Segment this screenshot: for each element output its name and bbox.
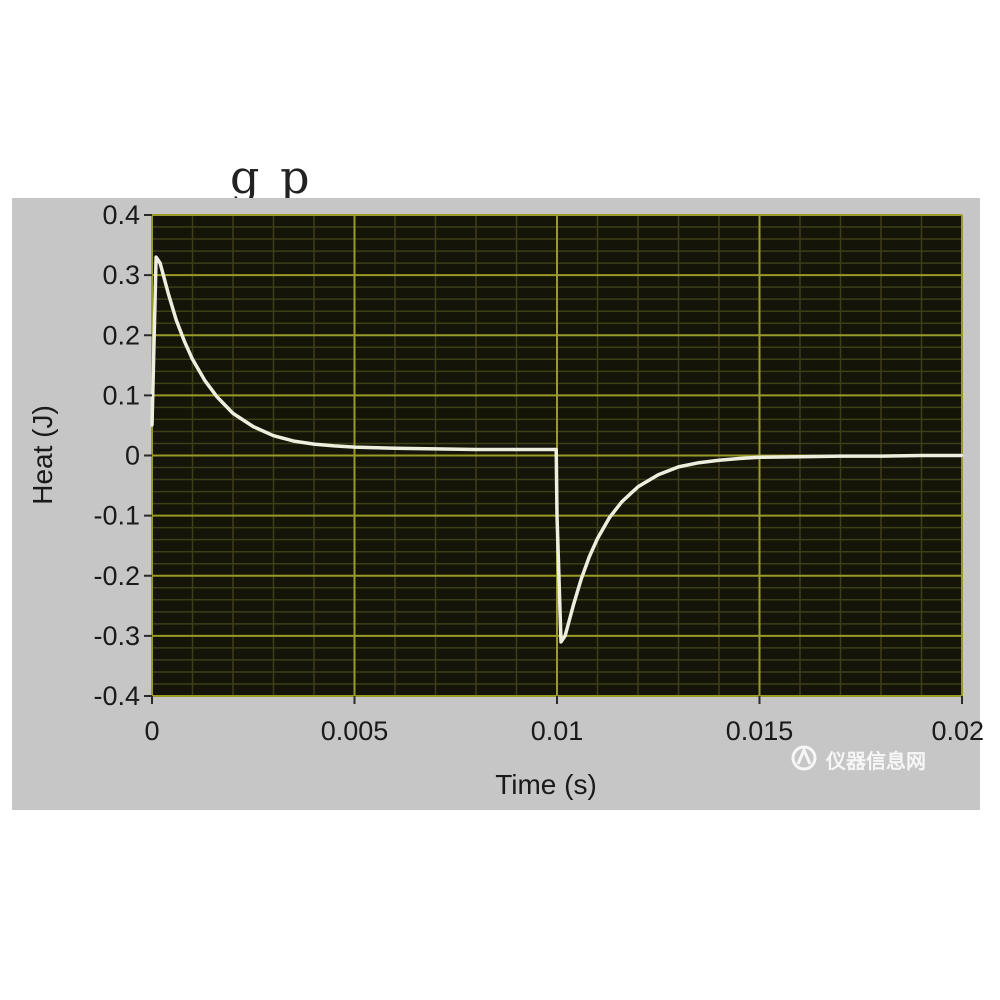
data-point xyxy=(879,454,883,458)
series-layer xyxy=(150,255,964,644)
data-point xyxy=(839,454,842,458)
data-point xyxy=(656,473,660,477)
x-tick-label: 0.015 xyxy=(726,716,794,746)
data-point xyxy=(434,447,437,451)
data-point xyxy=(183,339,186,343)
cropped-header-text: g p xyxy=(230,150,470,198)
data-point xyxy=(231,412,235,415)
data-point xyxy=(272,434,275,438)
x-tick-label: 0.02 xyxy=(931,716,984,746)
y-tick-label: 0.4 xyxy=(102,200,140,230)
data-point xyxy=(251,425,255,429)
data-point xyxy=(563,634,567,638)
data-point xyxy=(474,448,478,451)
y-tick-label: 0.1 xyxy=(102,380,140,410)
x-axis-title: Time (s) xyxy=(495,769,597,800)
data-point xyxy=(150,424,154,427)
data-point xyxy=(174,318,178,322)
data-point xyxy=(920,454,923,457)
data-point xyxy=(717,458,721,462)
instrument-logo-icon xyxy=(791,745,817,771)
cropped-header-glyphs: g p xyxy=(230,150,313,198)
x-tick-label: 0 xyxy=(144,716,159,746)
x-tick-label: 0.01 xyxy=(531,716,584,746)
data-point xyxy=(191,357,194,361)
data-point xyxy=(215,395,219,398)
y-axis-ticks: 0.4 0.3 0.2 0.1 0 -0.1 -0.2 -0.3 -0.4 xyxy=(93,200,152,711)
y-tick-label: 0 xyxy=(125,441,140,471)
x-axis-ticks: 0 0.005 0.01 0.015 0.02 xyxy=(144,696,984,746)
data-point xyxy=(554,448,558,451)
data-point xyxy=(166,291,170,295)
data-point xyxy=(636,485,640,489)
y-tick-label: -0.4 xyxy=(93,681,140,711)
data-point xyxy=(292,439,296,443)
data-point xyxy=(588,555,591,558)
data-point xyxy=(608,516,612,519)
y-axis-title: Heat (J) xyxy=(27,405,58,505)
data-point xyxy=(515,448,518,451)
major-grid xyxy=(151,214,963,697)
data-point xyxy=(353,445,356,449)
series-line-0 xyxy=(150,255,962,644)
data-point xyxy=(798,455,802,459)
data-point xyxy=(737,457,741,460)
data-point xyxy=(960,454,964,457)
y-tick-label: 0.2 xyxy=(102,320,140,350)
x-tick-label: 0.005 xyxy=(321,716,389,746)
data-point xyxy=(393,446,397,450)
data-point xyxy=(579,577,583,581)
data-point xyxy=(677,465,680,469)
data-point xyxy=(596,537,599,540)
watermark: 仪器信息网 xyxy=(790,738,970,778)
data-point xyxy=(571,604,575,608)
y-tick-label: -0.1 xyxy=(93,501,140,531)
y-tick-label: 0.3 xyxy=(102,260,140,290)
data-point xyxy=(158,261,162,265)
data-point xyxy=(620,500,624,504)
data-point xyxy=(758,455,761,459)
data-point xyxy=(555,514,559,518)
data-point xyxy=(154,255,158,259)
data-point xyxy=(559,640,563,644)
data-point xyxy=(203,378,207,382)
y-tick-label: -0.2 xyxy=(93,561,140,591)
data-point xyxy=(312,442,316,446)
data-point xyxy=(697,461,701,465)
y-tick-label: -0.3 xyxy=(93,621,140,651)
data-point xyxy=(332,444,336,448)
watermark-text: 仪器信息网 xyxy=(826,749,926,773)
